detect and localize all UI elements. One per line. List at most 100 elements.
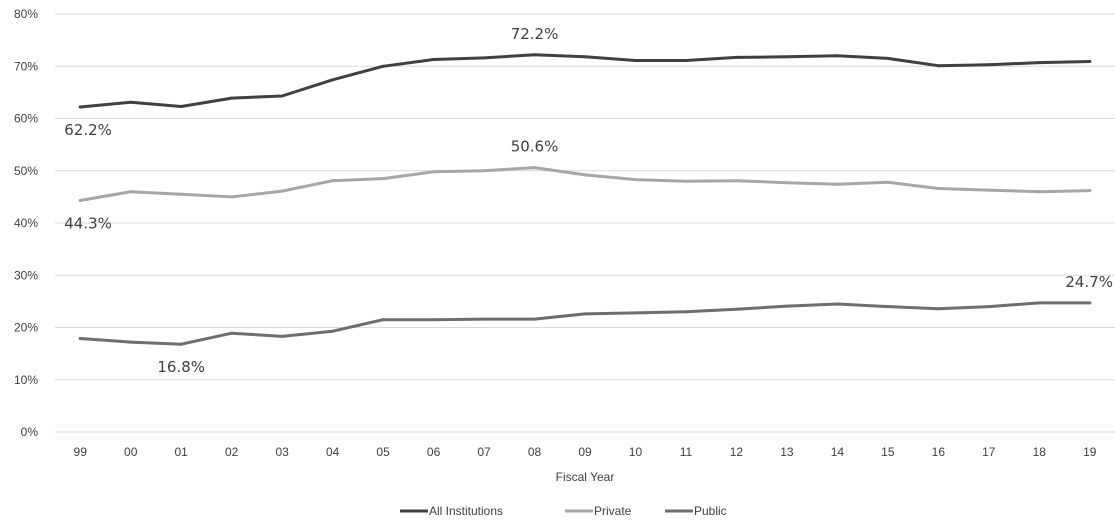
data-point [1037,190,1041,194]
x-tick-label: 16 [932,445,946,459]
y-tick-label: 20% [14,321,38,335]
data-point [533,166,537,170]
y-axis-ticks: 0% 10% 20% 30% 40% 50% 60% 70% 80% [14,7,38,439]
data-point [936,64,940,68]
y-tick-label: 30% [14,268,38,282]
x-tick-label: 08 [528,445,542,459]
data-point [230,331,234,335]
data-point [381,177,385,181]
y-tick-label: 10% [14,373,38,387]
data-point [381,318,385,322]
x-tick-label: 99 [74,445,88,459]
x-tick-label: 13 [780,445,794,459]
y-tick-label: 60% [14,112,38,126]
data-label: 44.3% [64,215,112,233]
data-point [331,329,335,333]
data-point [684,59,688,63]
data-point [331,78,335,82]
data-point [886,56,890,60]
data-point [785,181,789,185]
data-point [179,192,183,196]
x-tick-label: 19 [1083,445,1097,459]
y-tick-label: 40% [14,216,38,230]
data-point [583,55,587,59]
data-point [936,307,940,311]
data-point [432,318,436,322]
data-point [633,178,637,182]
legend-item: All Institutions [400,504,503,518]
x-tick-label: 04 [326,445,340,459]
legend-label: Private [594,504,632,518]
data-point [482,56,486,60]
x-tick-label: 05 [376,445,390,459]
y-tick-label: 50% [14,164,38,178]
data-point [381,64,385,68]
x-tick-label: 17 [982,445,996,459]
data-point [987,305,991,309]
data-point [331,179,335,183]
y-tick-label: 70% [14,59,38,73]
x-tick-label: 06 [427,445,441,459]
data-point [280,334,284,338]
data-point [129,340,133,344]
annotations-layer: 72.2% 62.2% 50.6% 44.3% 16.8% 24.7% [64,25,1113,376]
data-point [886,305,890,309]
legend-label: Public [694,504,727,518]
data-point [936,187,940,191]
x-tick-label: 10 [629,445,643,459]
data-point [432,170,436,174]
data-point [785,304,789,308]
x-tick-label: 14 [831,445,845,459]
legend-label: All Institutions [429,504,503,518]
data-point [987,63,991,67]
series-all-institutions [78,53,1092,109]
data-point [734,179,738,183]
data-point [987,188,991,192]
series-public [78,301,1092,346]
data-point [280,189,284,193]
x-tick-label: 02 [225,445,239,459]
data-point [835,54,839,58]
x-axis-title: Fiscal Year [556,470,615,484]
data-point [734,55,738,59]
data-point [533,53,537,57]
data-point [835,182,839,186]
legend: All Institutions Private Public [400,504,727,518]
data-label: 16.8% [157,358,205,376]
x-axis-ticks: 99 00 01 02 03 04 05 06 07 08 09 10 11 12 13 14 15 16 17 18… [74,445,1097,459]
data-point [1037,61,1041,65]
x-tick-label: 03 [275,445,289,459]
data-point [230,96,234,100]
data-point [78,105,82,109]
y-tick-label: 0% [21,425,39,439]
x-tick-label: 11 [680,445,693,459]
series-private [78,166,1092,203]
data-point [482,169,486,173]
data-point [280,94,284,98]
data-label: 72.2% [511,25,559,43]
data-point [886,180,890,184]
legend-item: Private [565,504,632,518]
x-tick-label: 07 [477,445,491,459]
x-tick-label: 09 [578,445,592,459]
data-point [78,199,82,203]
data-point [684,310,688,314]
data-point [633,311,637,315]
data-point [432,57,436,61]
data-label: 62.2% [64,121,112,139]
x-tick-label: 01 [175,445,189,459]
x-tick-label: 00 [124,445,138,459]
data-point [179,342,183,346]
grid-layer [55,13,1115,433]
data-point [1088,301,1092,305]
data-point [230,195,234,199]
data-point [684,179,688,183]
data-point [1037,301,1041,305]
x-tick-label: 18 [1033,445,1047,459]
legend-item: Public [665,504,727,518]
data-point [179,104,183,108]
data-point [129,190,133,194]
data-point [1088,189,1092,193]
